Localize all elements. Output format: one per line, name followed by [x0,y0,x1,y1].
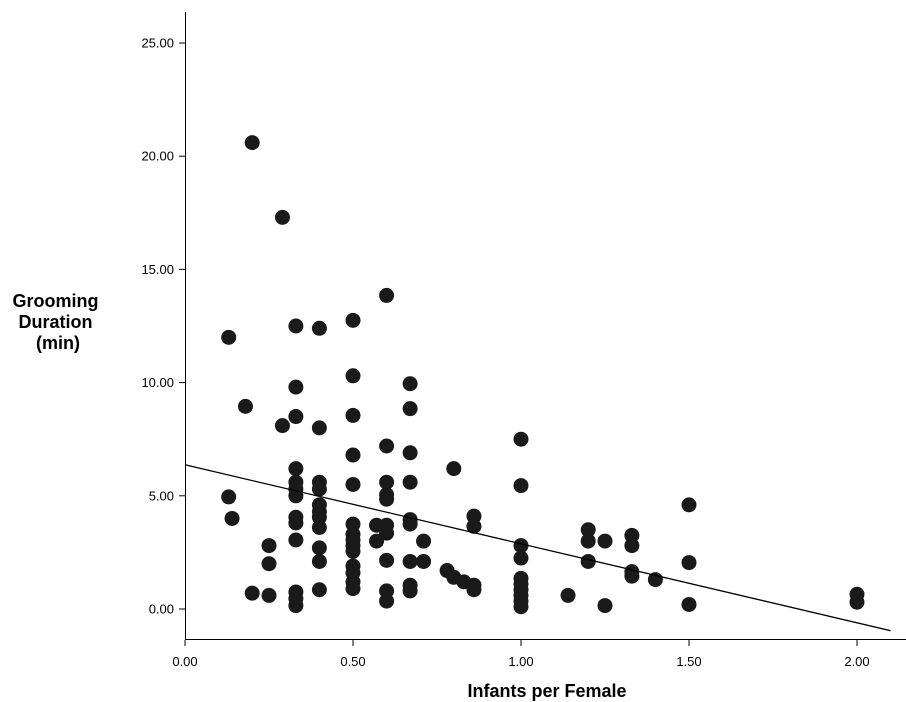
data-point [402,401,418,417]
data-point [624,538,640,554]
data-point [379,593,395,609]
x-tick-label: 1.00 [508,654,533,669]
y-axis-title-line-2: Duration [18,312,92,332]
data-point [311,420,327,436]
data-point [311,320,327,336]
x-tick-label: 0.00 [172,654,197,669]
data-point [624,568,640,584]
data-point [402,376,418,392]
data-point [416,553,432,569]
regression-line [184,464,891,632]
data-point [681,497,697,513]
data-point [345,476,361,492]
data-point [379,491,395,507]
data-point [244,135,260,151]
data-point [580,533,596,549]
data-point [288,532,304,548]
data-point [513,538,529,554]
data-point [849,594,865,610]
data-point [513,599,529,615]
data-point [224,510,240,526]
data-point [261,556,277,572]
data-point [580,522,596,538]
data-points [221,135,865,615]
data-point [402,516,418,532]
data-point [681,555,697,571]
data-point [416,533,432,549]
data-point [402,553,418,569]
y-axis-ticks: 0.00 5.00 10.00 15.00 20.00 25.00 [141,36,185,617]
y-axis-title: Grooming Duration (min) [12,291,103,353]
data-point [681,596,697,612]
data-point [379,438,395,454]
data-point [244,585,260,601]
data-point [311,582,327,598]
data-point [274,418,290,434]
data-point [513,431,529,447]
data-point [274,209,290,225]
data-point [345,543,361,559]
data-point [466,582,482,598]
data-point [379,287,395,303]
data-point [379,525,395,541]
y-tick-label: 10.00 [141,375,174,390]
data-point [288,409,304,425]
data-point [288,379,304,395]
data-point [311,540,327,556]
data-point [580,553,596,569]
data-point [261,587,277,603]
data-point [311,553,327,569]
data-point [379,474,395,490]
y-tick-label: 0.00 [149,602,174,617]
data-point [237,398,253,414]
y-tick-label: 20.00 [141,149,174,164]
data-point [288,598,304,614]
data-point [513,550,529,566]
data-point [402,445,418,461]
x-tick-label: 1.50 [676,654,701,669]
data-point [221,329,237,345]
data-point [345,407,361,423]
data-point [221,489,237,505]
data-point [261,538,277,554]
x-tick-label: 2.00 [844,654,869,669]
data-point [345,312,361,328]
data-point [311,519,327,535]
data-point [466,518,482,534]
data-point [369,533,385,549]
data-point [345,581,361,597]
data-point [560,587,576,603]
y-tick-label: 25.00 [141,36,174,51]
data-point [288,461,304,477]
data-point [597,533,613,549]
data-point [345,447,361,463]
y-tick-label: 5.00 [149,488,174,503]
x-tick-label: 0.50 [340,654,365,669]
x-axis-title: Infants per Female [467,681,626,701]
data-point [597,598,613,614]
data-point [288,318,304,334]
y-tick-label: 15.00 [141,262,174,277]
x-axis-ticks: 0.00 0.50 1.00 1.50 2.00 [172,640,870,669]
data-point [446,461,462,477]
y-axis-title-line-3: (min) [36,333,80,353]
data-point [311,481,327,497]
data-point [345,368,361,384]
data-point [402,474,418,490]
data-point [379,552,395,568]
data-point [513,478,529,494]
y-axis-title-line-1: Grooming [12,291,98,311]
data-point [288,515,304,531]
data-point [402,583,418,599]
